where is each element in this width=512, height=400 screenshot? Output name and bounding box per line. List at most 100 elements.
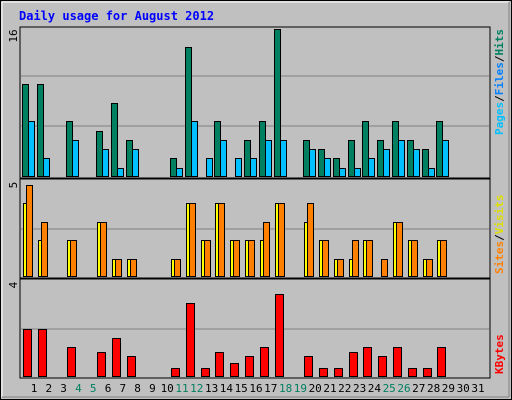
bar-kbytes-day-23 (349, 352, 358, 377)
legend-visits: Visits (493, 195, 506, 235)
bar-sites-day-17 (263, 222, 270, 277)
bar-pages-day-16 (250, 158, 257, 177)
x-tick-label-day-31: 31 (471, 382, 484, 395)
bar-hits-day-12 (185, 47, 192, 177)
bar-kbytes-day-20 (304, 356, 313, 377)
bar-kbytes-day-28 (423, 368, 432, 377)
bar-pages-day-20 (309, 149, 316, 177)
bar-hits-day-2 (37, 84, 44, 177)
bar-kbytes-day-16 (245, 356, 254, 377)
legend-files: Files (493, 62, 506, 95)
x-tick-label-day-29: 29 (442, 382, 455, 395)
bar-hits-day-4 (66, 121, 73, 177)
ymax-label-visits: 5 (7, 182, 20, 189)
bar-kbytes-day-21 (319, 368, 328, 377)
bar-kbytes-day-4 (67, 347, 76, 377)
bar-kbytes-day-18 (275, 294, 284, 377)
x-tick-label-day-25: 25 (383, 382, 396, 395)
x-tick-label-day-13: 13 (205, 382, 218, 395)
ymax-label-hits: 16 (7, 29, 20, 42)
bar-sites-day-23 (352, 240, 359, 277)
bar-pages-day-28 (428, 168, 435, 177)
bar-kbytes-day-22 (334, 368, 343, 377)
bar-kbytes-day-15 (230, 363, 239, 377)
bar-hits-day-8 (126, 140, 133, 177)
bar-sites-day-24 (366, 240, 373, 277)
chart-title: Daily usage for August 2012 (19, 9, 214, 23)
bar-hits-day-14 (214, 121, 221, 177)
x-tick-label-day-3: 3 (60, 382, 67, 395)
bar-pages-day-25 (383, 149, 390, 177)
bar-pages-day-15 (235, 158, 242, 177)
bar-kbytes-day-25 (378, 356, 387, 377)
x-tick-label-day-15: 15 (235, 382, 248, 395)
bar-sites-day-12 (189, 203, 196, 277)
bar-sites-day-16 (248, 240, 255, 277)
bar-hits-day-24 (362, 121, 369, 177)
bar-sites-day-14 (218, 203, 225, 277)
legend-middle: Sites/Visits (493, 195, 506, 275)
bar-hits-day-26 (392, 121, 399, 177)
bar-pages-day-29 (442, 140, 449, 177)
bar-sites-day-2 (41, 222, 48, 277)
bar-kbytes-day-17 (260, 347, 269, 377)
x-tick-label-day-16: 16 (249, 382, 262, 395)
bar-pages-day-23 (354, 168, 361, 177)
bar-kbytes-day-13 (201, 368, 210, 377)
ymax-label-kbytes: 4 (7, 281, 20, 288)
bar-hits-day-11 (170, 158, 177, 177)
legend-sep-2: / (493, 55, 506, 62)
bar-hits-day-23 (348, 140, 355, 177)
bar-hits-day-18 (274, 29, 281, 177)
bar-sites-day-18 (278, 203, 285, 277)
x-tick-label-day-8: 8 (134, 382, 141, 395)
legend-hits: Hits (493, 29, 506, 56)
bar-sites-day-28 (426, 259, 433, 277)
bar-sites-day-11 (174, 259, 181, 277)
bar-sites-day-26 (396, 222, 403, 277)
legend-top: Pages/Files/Hits (493, 29, 506, 135)
bar-pages-day-17 (265, 140, 272, 177)
x-axis-labels: 1 2 3 4 5 6 7 8 9 10 11 12 13 14 15 16 17 18 19 20 21 22 23 24 2… (31, 382, 485, 395)
x-tick-label-day-5: 5 (90, 382, 97, 395)
bar-sites-day-1 (26, 185, 33, 277)
bar-pages-day-7 (117, 168, 124, 177)
bar-hits-day-22 (333, 158, 340, 177)
bar-pages-day-18 (280, 140, 287, 177)
x-tick-label-day-17: 17 (264, 382, 277, 395)
legend-kbytes: KBytes (493, 334, 506, 374)
bar-kbytes-day-29 (437, 347, 446, 377)
bar-hits-day-16 (244, 140, 251, 177)
bar-hits-day-21 (318, 149, 325, 177)
x-tick-label-day-27: 27 (412, 382, 425, 395)
bar-sites-day-15 (233, 240, 240, 277)
x-tick-label-day-4: 4 (75, 382, 82, 395)
bar-hits-day-29 (436, 121, 443, 177)
bar-sites-day-20 (307, 203, 314, 277)
bar-sites-day-22 (337, 259, 344, 277)
x-tick-label-day-14: 14 (220, 382, 234, 395)
bar-sites-day-6 (100, 222, 107, 277)
legend-sites: Sites (493, 241, 506, 274)
bar-pages-day-27 (413, 149, 420, 177)
bar-hits-day-25 (377, 140, 384, 177)
bar-kbytes-day-7 (112, 338, 121, 377)
bar-pages-day-22 (339, 168, 346, 177)
x-tick-label-day-21: 21 (323, 382, 336, 395)
bar-kbytes-day-26 (393, 347, 402, 377)
x-tick-label-day-12: 12 (190, 382, 203, 395)
bar-hits-day-6 (96, 131, 103, 177)
x-tick-label-day-9: 9 (149, 382, 156, 395)
bar-pages-day-8 (132, 149, 139, 177)
x-tick-label-day-22: 22 (338, 382, 351, 395)
x-tick-label-day-20: 20 (309, 382, 322, 395)
x-tick-label-day-26: 26 (397, 382, 410, 395)
x-tick-label-day-28: 28 (427, 382, 440, 395)
bar-pages-day-4 (72, 140, 79, 177)
legend-bottom: KBytes (493, 334, 506, 374)
bar-sites-day-8 (130, 259, 137, 277)
bar-pages-day-21 (324, 158, 331, 177)
bars-layer (22, 29, 449, 377)
x-tick-label-day-6: 6 (105, 382, 112, 395)
bar-pages-day-2 (43, 158, 50, 177)
